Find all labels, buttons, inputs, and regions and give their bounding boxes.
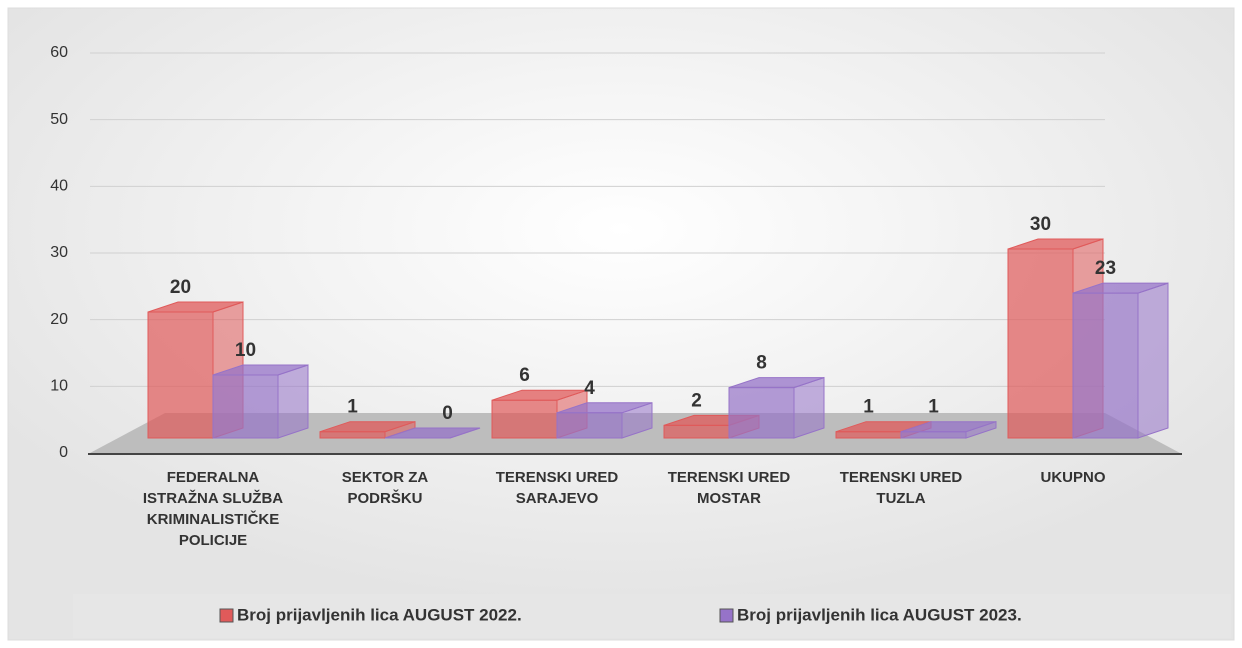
y-tick-label: 0 (59, 444, 68, 461)
bar (384, 427, 481, 439)
bar-face (277, 364, 309, 439)
value-label: 8 (756, 353, 767, 374)
bar (728, 376, 825, 439)
bar (212, 364, 309, 439)
y-tick-label: 50 (50, 111, 68, 128)
legend-label: Broj prijavljenih lica AUGUST 2023. (737, 605, 1022, 624)
y-tick-label: 30 (50, 244, 68, 261)
bar-face (793, 376, 825, 439)
bar (556, 402, 653, 439)
x-tick-label: TERENSKI URED MOSTAR (668, 469, 791, 507)
y-tick-label: 40 (50, 178, 68, 195)
bar-face (556, 412, 623, 439)
x-tick-label: SEKTOR ZA PODRŠKU (342, 469, 429, 507)
bar-face (728, 387, 795, 439)
value-label: 6 (519, 365, 530, 386)
bar-face (1137, 282, 1169, 439)
bar-face (1007, 248, 1074, 439)
bar-face (491, 399, 558, 439)
legend-swatch (219, 608, 234, 623)
x-tick-label: UKUPNO (1040, 469, 1105, 486)
value-label: 30 (1030, 214, 1051, 235)
value-label: 2 (691, 390, 702, 411)
legend-swatch (719, 608, 734, 623)
value-label: 20 (170, 277, 191, 298)
y-tick-label: 20 (50, 311, 68, 328)
bar-face (147, 311, 214, 439)
bar-face (835, 431, 902, 439)
bar-face (1072, 292, 1139, 439)
bar (1072, 282, 1169, 439)
value-label: 4 (584, 378, 595, 399)
x-tick-label: TERENSKI URED SARAJEVO (496, 469, 619, 507)
y-tick-label: 10 (50, 378, 68, 395)
value-label: 1 (928, 397, 939, 418)
legend-box (73, 594, 1231, 638)
value-label: 10 (235, 340, 256, 361)
bar (319, 421, 416, 439)
value-label: 1 (863, 397, 874, 418)
value-label: 1 (347, 397, 358, 418)
bar-face (900, 431, 967, 439)
bar-face (319, 431, 386, 439)
value-label: 0 (442, 403, 453, 424)
y-tick-label: 60 (50, 44, 68, 61)
legend-label: Broj prijavljenih lica AUGUST 2022. (237, 605, 522, 624)
bar-face (212, 374, 279, 439)
value-label: 23 (1095, 258, 1116, 279)
bar-face (663, 424, 730, 439)
bar (900, 421, 997, 439)
x-tick-label: TERENSKI URED TUZLA (840, 469, 963, 507)
x-tick-label: FEDERALNA ISTRAŽNA SLUŽBA KRIMINALISTIČKE P… (143, 469, 283, 549)
